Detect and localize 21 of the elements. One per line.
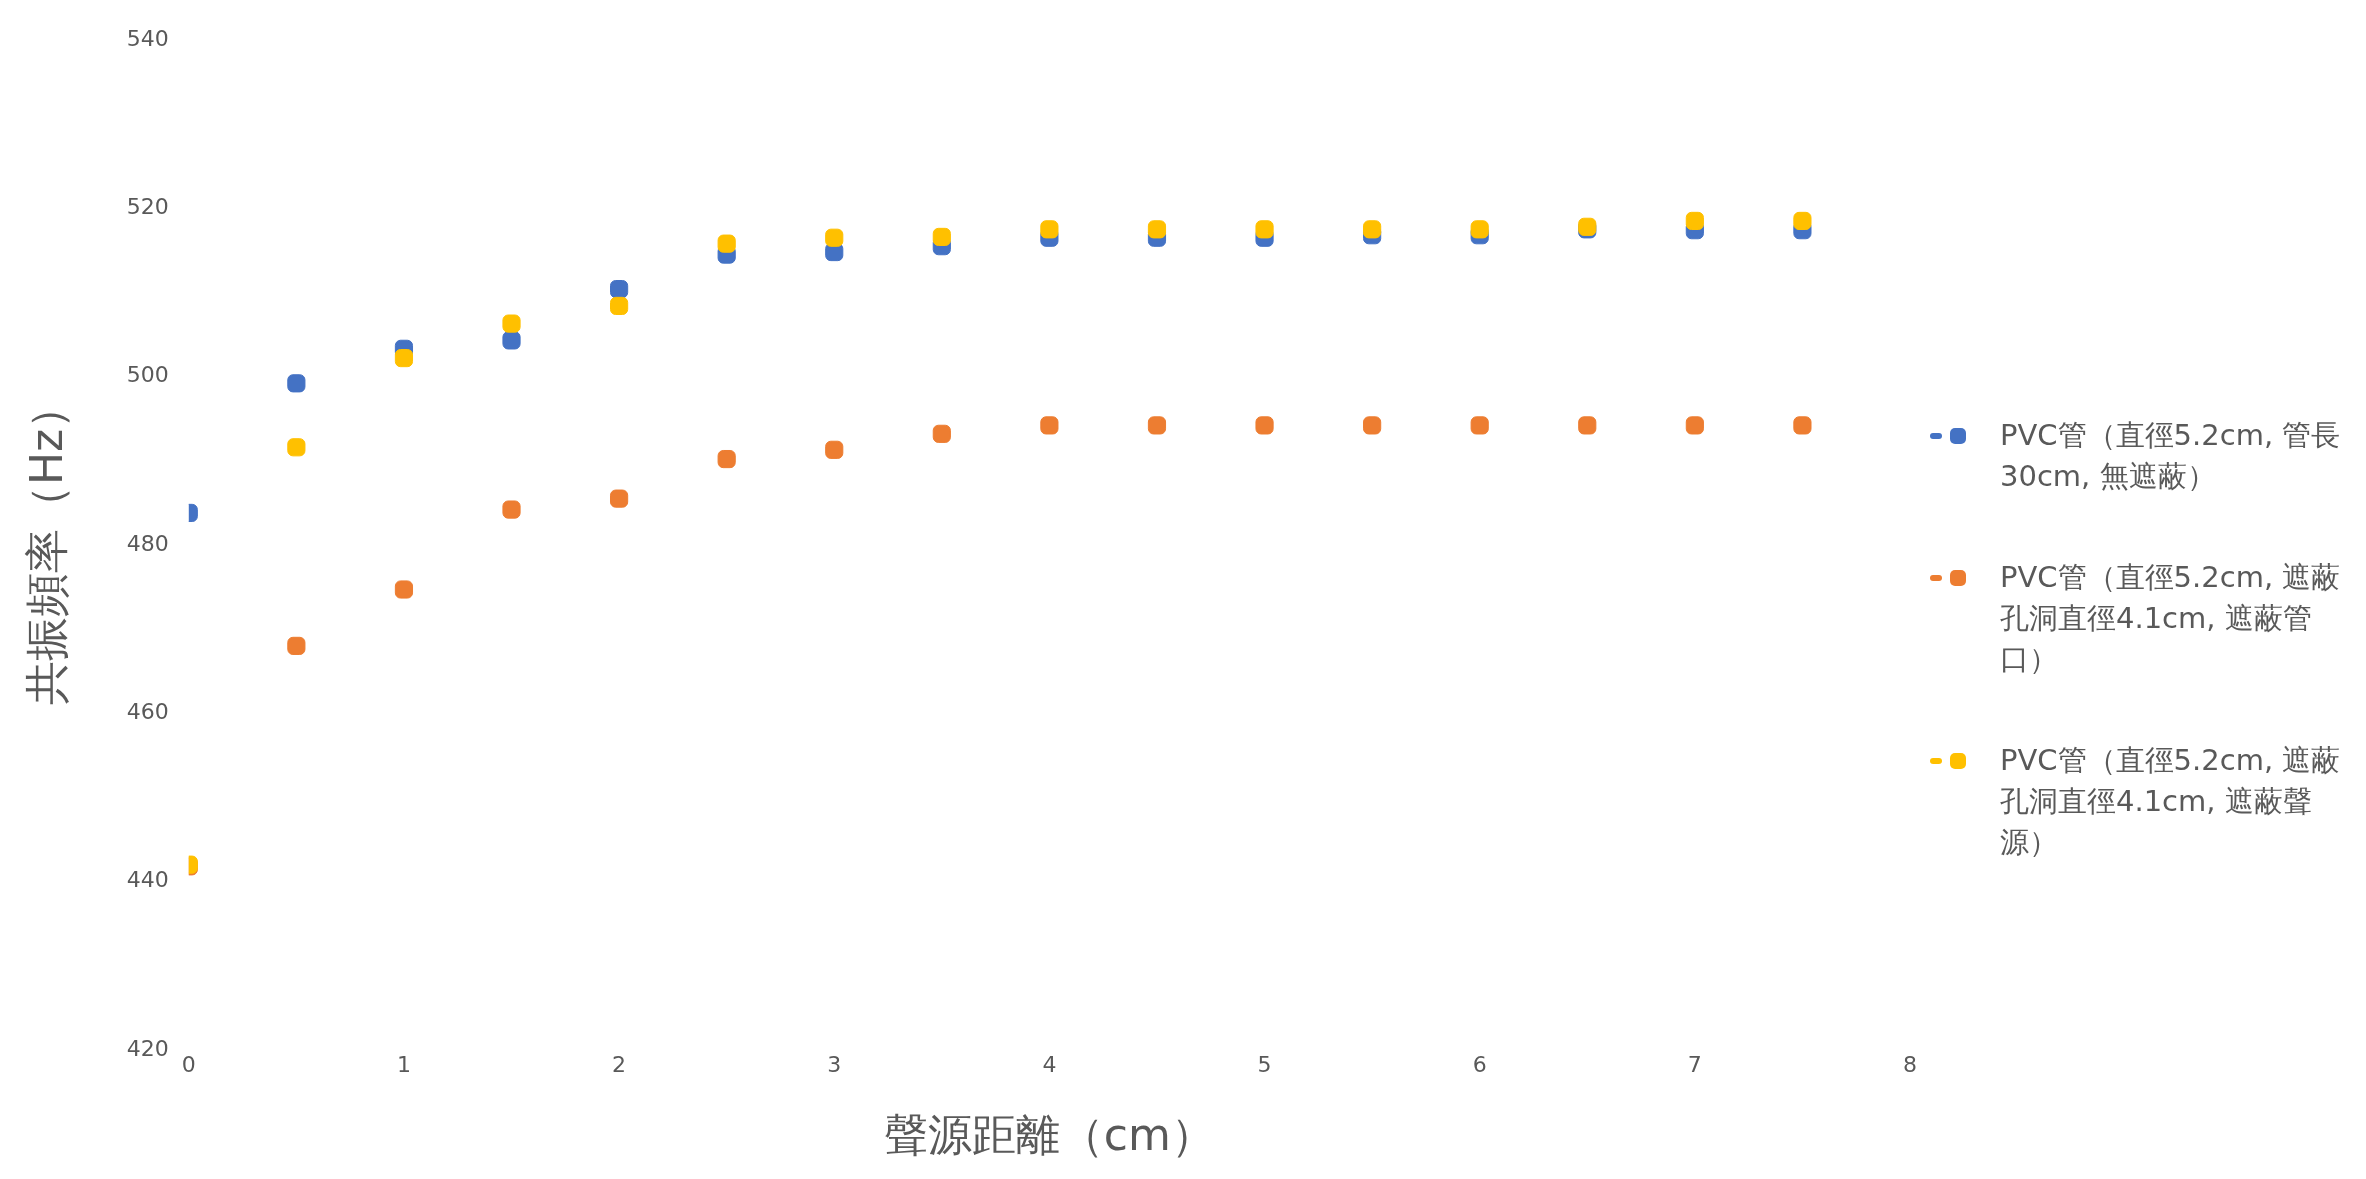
y-tick-label: 540 (126, 25, 169, 51)
y-axis-title: 共振頻率（Hz） (20, 384, 72, 705)
y-tick-label: 420 (126, 1035, 169, 1061)
x-tick-label: 7 (1687, 1051, 1702, 1077)
y-tick-label: 460 (126, 698, 169, 724)
legend-label: PVC管（直徑5.2cm, 遮蔽孔洞直徑4.1cm, 遮蔽管口） (2000, 559, 2342, 678)
y-tick-label: 500 (126, 362, 169, 388)
x-axis-title: 聲源距離（cm） (883, 1109, 1215, 1161)
x-tick-label: 1 (396, 1051, 411, 1077)
x-tick-label: 8 (1903, 1051, 1917, 1077)
x-tick-label: 2 (612, 1051, 627, 1077)
x-tick-label: 6 (1472, 1051, 1487, 1077)
legend-label: PVC管（直徑5.2cm, 管長30cm, 無遮蔽） (2000, 417, 2342, 495)
x-tick-label: 3 (827, 1051, 842, 1077)
y-tick-label: 440 (126, 867, 169, 893)
y-tick-label: 480 (126, 530, 169, 556)
x-tick-label: 5 (1257, 1051, 1272, 1077)
legend-label: PVC管（直徑5.2cm, 遮蔽孔洞直徑4.1cm, 遮蔽聲源） (2000, 742, 2342, 861)
y-tick-label: 520 (126, 194, 169, 220)
x-tick-label: 4 (1042, 1051, 1057, 1077)
x-tick-label: 0 (181, 1051, 196, 1077)
